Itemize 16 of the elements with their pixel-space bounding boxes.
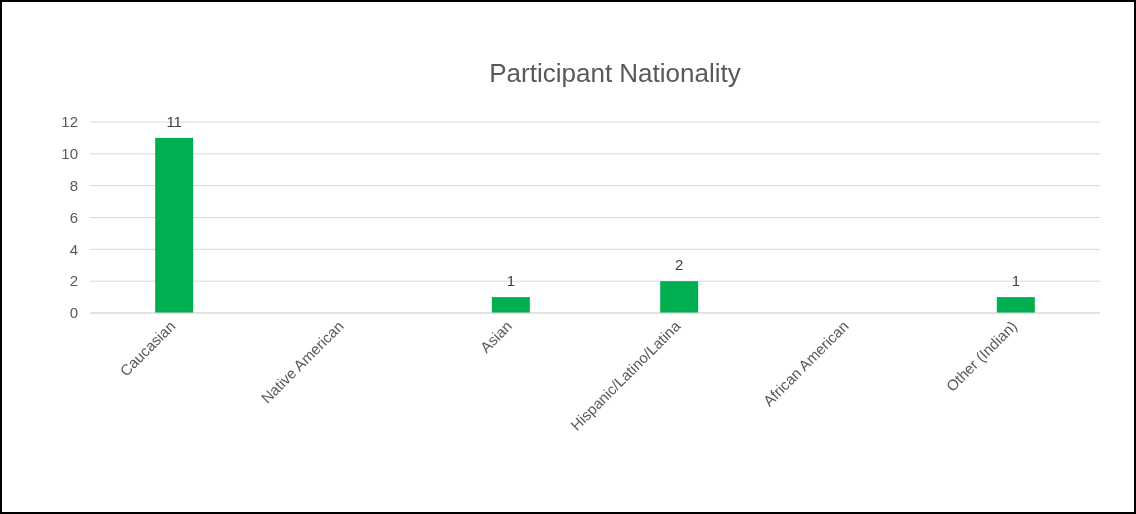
data-label: 2 xyxy=(674,256,684,274)
data-label: 1 xyxy=(506,272,516,290)
y-tick-label: 4 xyxy=(69,240,78,258)
data-label: 11 xyxy=(166,112,182,130)
data-label: 1 xyxy=(1011,272,1021,290)
y-tick-label: 2 xyxy=(69,272,78,290)
y-tick-label: 8 xyxy=(69,176,78,194)
bar xyxy=(996,297,1035,313)
y-tick-label: 6 xyxy=(69,208,78,226)
chart-title: Participant Nationality xyxy=(489,58,741,88)
y-tick-label: 0 xyxy=(69,304,78,322)
y-tick-label: 10 xyxy=(61,145,78,163)
y-tick-label: 12 xyxy=(61,113,78,131)
bar xyxy=(660,281,699,313)
bar xyxy=(155,137,194,313)
bar xyxy=(491,297,530,313)
